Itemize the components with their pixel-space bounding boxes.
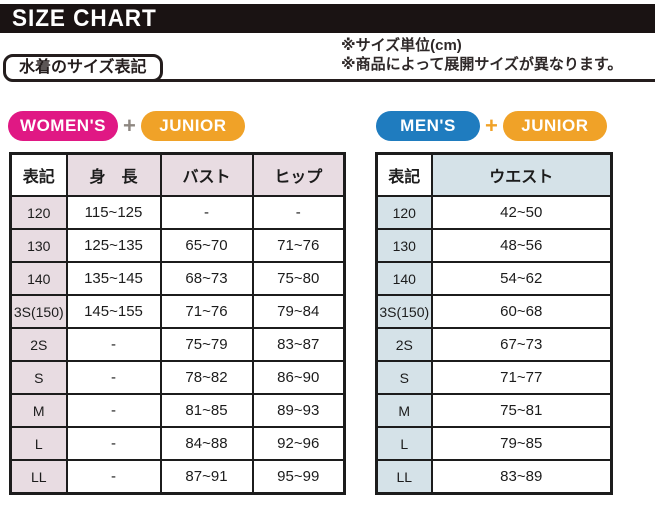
size-value-cell: 95~99 [251, 459, 346, 495]
women-size-table: 表記身 長バスト ヒップ 120 115~125- -130 125~135 65~70 71… [9, 152, 346, 495]
size-label-cell: LL [375, 459, 433, 495]
size-value-cell: 115~125 [65, 195, 162, 230]
table-row: 120 42~50 [375, 195, 613, 230]
table-row: 3S(150) 60~68 [375, 294, 613, 329]
column-header: 表記 [375, 152, 433, 197]
size-label-cell: 2S [9, 327, 68, 362]
size-label-cell: M [9, 393, 68, 428]
size-value-cell: 71~76 [251, 228, 346, 263]
size-value-cell: 81~85 [159, 393, 254, 428]
size-value-cell: 92~96 [251, 426, 346, 461]
note-size-availability: ※商品によって展開サイズが異なります。 [341, 56, 623, 73]
size-value-cell: - [65, 360, 162, 395]
size-value-cell: 125~135 [65, 228, 162, 263]
size-value-cell: 145~155 [65, 294, 162, 329]
junior-badge: JUNIOR [140, 111, 245, 141]
size-label-cell: 130 [9, 228, 68, 263]
table-row: L -84~88 92~96 [9, 426, 346, 461]
size-value-cell: 79~85 [430, 426, 613, 461]
plus-icon: + [123, 113, 136, 138]
size-value-cell: - [159, 195, 254, 230]
table-row: LL -87~91 95~99 [9, 459, 346, 495]
table-row: 2S 67~73 [375, 327, 613, 362]
table-row: M -81~85 89~93 [9, 393, 346, 428]
table-row: LL 83~89 [375, 459, 613, 495]
mens-badge: MEN'S [376, 111, 480, 141]
notes-block: ※サイズ単位(cm) ※商品によって展開サイズが異なります。 [341, 36, 622, 74]
table-row: 130 48~56 [375, 228, 613, 263]
size-value-cell: - [65, 327, 162, 362]
size-value-cell: - [65, 426, 162, 461]
size-label-cell: 120 [375, 195, 433, 230]
size-label-cell: S [375, 360, 433, 395]
size-value-cell: 71~77 [430, 360, 613, 395]
page-title: SIZE CHART [12, 4, 157, 32]
mens-badge-group: MEN'S + JUNIOR [376, 111, 607, 141]
section-divider-rule [90, 79, 655, 82]
table-row: M 75~81 [375, 393, 613, 428]
size-value-cell: 86~90 [251, 360, 346, 395]
size-label-cell: 3S(150) [375, 294, 433, 329]
size-value-cell: - [65, 459, 162, 495]
size-label-cell: M [375, 393, 433, 428]
size-value-cell: 54~62 [430, 261, 613, 296]
size-value-cell: 48~56 [430, 228, 613, 263]
table-row: 130 125~135 65~70 71~76 [9, 228, 346, 263]
size-value-cell: 65~70 [159, 228, 254, 263]
table-row: 120 115~125- - [9, 195, 346, 230]
table-row: S -78~82 86~90 [9, 360, 346, 395]
size-value-cell: 42~50 [430, 195, 613, 230]
size-value-cell: 135~145 [65, 261, 162, 296]
size-label-cell: 120 [9, 195, 68, 230]
size-value-cell: 67~73 [430, 327, 613, 362]
size-label-cell: L [375, 426, 433, 461]
size-value-cell: 60~68 [430, 294, 613, 329]
column-header: バスト [159, 152, 254, 197]
size-value-cell: 71~76 [159, 294, 254, 329]
size-value-cell: - [65, 393, 162, 428]
size-label-cell: 140 [9, 261, 68, 296]
size-value-cell: 68~73 [159, 261, 254, 296]
table-row: S 71~77 [375, 360, 613, 395]
size-label-cell: 3S(150) [9, 294, 68, 329]
size-value-cell: 75~81 [430, 393, 613, 428]
size-chart-title-bar: SIZE CHART [0, 4, 655, 33]
table-row: 140 135~145 68~73 75~80 [9, 261, 346, 296]
size-value-cell: 79~84 [251, 294, 346, 329]
size-label-cell: 140 [375, 261, 433, 296]
womens-badge: WOMEN'S [8, 111, 118, 141]
header-row: 表記身 長バスト ヒップ [9, 152, 346, 197]
table-row: 140 54~62 [375, 261, 613, 296]
size-value-cell: 84~88 [159, 426, 254, 461]
size-value-cell: 89~93 [251, 393, 346, 428]
table-row: 3S(150) 145~155 71~76 79~84 [9, 294, 346, 329]
note-size-unit: ※サイズ単位(cm) [341, 37, 462, 54]
column-header: ヒップ [251, 152, 346, 197]
section-label-tab: 水着のサイズ表記 [3, 54, 163, 82]
size-label-cell: S [9, 360, 68, 395]
column-header: ウエスト [430, 152, 613, 197]
size-value-cell: 83~87 [251, 327, 346, 362]
size-label-cell: 2S [375, 327, 433, 362]
column-header: 身 長 [65, 152, 162, 197]
size-value-cell: - [251, 195, 346, 230]
size-value-cell: 78~82 [159, 360, 254, 395]
column-header: 表記 [9, 152, 68, 197]
table-row: L 79~85 [375, 426, 613, 461]
size-value-cell: 75~80 [251, 261, 346, 296]
size-label-cell: 130 [375, 228, 433, 263]
header-row: 表記 ウエスト [375, 152, 613, 197]
size-value-cell: 83~89 [430, 459, 613, 495]
men-size-table: 表記 ウエスト 120 42~50 130 48~56 140 54~62 3S(150) 60~… [375, 152, 613, 495]
womens-badge-group: WOMEN'S + JUNIOR [8, 111, 245, 141]
size-value-cell: 75~79 [159, 327, 254, 362]
size-value-cell: 87~91 [159, 459, 254, 495]
size-label-cell: LL [9, 459, 68, 495]
table-row: 2S -75~79 83~87 [9, 327, 346, 362]
junior-badge: JUNIOR [502, 111, 607, 141]
plus-icon: + [485, 113, 498, 138]
size-label-cell: L [9, 426, 68, 461]
